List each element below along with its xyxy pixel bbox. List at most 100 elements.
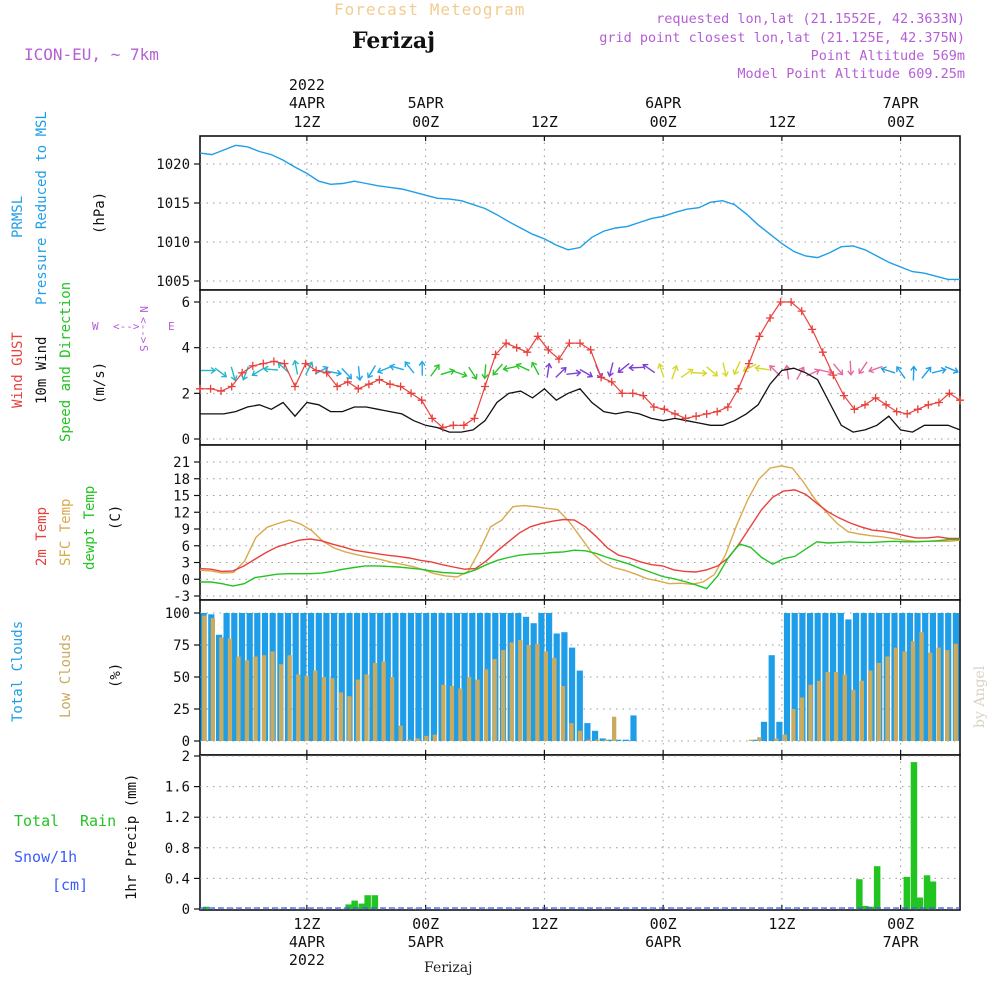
- precip-label-cm: [cm]: [52, 876, 88, 894]
- wind-direction-head: [502, 365, 509, 372]
- gust-marker: [512, 343, 521, 352]
- total-cloud-bar: [215, 634, 223, 741]
- wind-direction-head: [721, 371, 729, 378]
- wind-direction-head: [952, 367, 959, 374]
- wind-direction-arrow: [628, 364, 644, 372]
- low-cloud-bar: [244, 660, 250, 741]
- compass-e: E: [168, 320, 175, 333]
- rain-bar: [923, 875, 931, 909]
- gust-marker: [333, 382, 342, 391]
- top-tick-label: 7APR: [883, 94, 920, 112]
- gust-marker: [681, 414, 690, 423]
- wind-direction-arrow: [921, 366, 932, 379]
- wind-direction-arrow: [201, 366, 217, 375]
- clouds-ytick-label: 100: [165, 606, 190, 622]
- low-cloud-bar: [415, 738, 420, 741]
- low-cloud-bar: [791, 709, 796, 741]
- wind-direction-shaft: [341, 367, 352, 380]
- wind-direction-arrow: [931, 366, 947, 374]
- low-cloud-bar: [432, 734, 437, 741]
- total-cloud-bar: [615, 739, 622, 741]
- low-cloud-bar: [236, 656, 241, 741]
- wind-direction-arrow: [671, 364, 679, 380]
- temp-ytick-label: 15: [173, 489, 190, 505]
- clouds-panel: 0 25 50 75 100: [165, 599, 961, 756]
- rain-bar: [364, 895, 371, 909]
- low-cloud-bar: [569, 723, 574, 741]
- rain-bar: [351, 900, 358, 909]
- wind-direction-shaft: [314, 366, 328, 375]
- total-cloud-bar: [392, 613, 399, 741]
- wind-direction-arrow: [440, 368, 456, 376]
- clouds-ytick-label: 25: [173, 702, 190, 718]
- low-cloud-bar: [782, 734, 788, 741]
- wind-direction-arrow: [545, 362, 553, 378]
- bottom-tick-label: 00Z: [412, 915, 439, 933]
- rain-bar: [929, 881, 937, 909]
- wind-direction-arrow: [896, 366, 906, 379]
- low-cloud-bar: [321, 677, 326, 741]
- wind-direction-arrow: [230, 366, 238, 382]
- wind-direction-head: [404, 361, 411, 368]
- bottom-tick-label: 12Z: [531, 915, 558, 933]
- low-cloud-bar: [834, 671, 839, 741]
- wind-direction-arrow: [832, 363, 844, 376]
- low-cloud-bar: [902, 651, 907, 741]
- wind-direction-shaft: [818, 369, 833, 374]
- low-cloud-bar: [893, 647, 899, 741]
- wind-label-2: 10m Wind: [34, 337, 50, 404]
- low-cloud-bar: [261, 655, 267, 741]
- wind-direction-head: [221, 371, 228, 378]
- low-cloud-bar: [825, 671, 830, 741]
- total-cloud-bar: [476, 613, 484, 741]
- wind-direction-arrow: [617, 362, 630, 373]
- gust-marker: [491, 350, 500, 359]
- wind-ytick-label: 0: [182, 432, 190, 448]
- wind-direction-shaft: [921, 367, 932, 379]
- total-cloud-bar: [438, 613, 445, 741]
- total-cloud-bar: [553, 633, 560, 741]
- wind-direction-arrow: [389, 363, 404, 371]
- wind-speed-line: [200, 367, 961, 433]
- gust-marker: [227, 382, 236, 391]
- low-cloud-bar: [364, 674, 369, 741]
- low-cloud-bar: [552, 657, 557, 741]
- low-cloud-bar: [868, 670, 873, 741]
- point-altitude: Point Altitude 569m: [811, 48, 965, 64]
- rain-bar: [345, 904, 352, 909]
- wind-direction-arrow: [492, 363, 503, 376]
- total-cloud-bar: [569, 647, 576, 741]
- wind-ytick-label: 2: [182, 386, 190, 402]
- wind-direction-head: [356, 375, 364, 382]
- wind-direction-arrow: [796, 366, 805, 380]
- gust-marker: [903, 409, 912, 418]
- wind-direction-arrow: [214, 367, 228, 378]
- wind-direction-shaft: [440, 369, 455, 376]
- wind-direction-head: [910, 365, 918, 372]
- low-cloud-bar: [449, 686, 455, 741]
- top-tick-label: 12Z: [293, 113, 320, 131]
- wind-direction-shaft: [868, 365, 883, 372]
- total-cloud-bar: [323, 613, 330, 741]
- total-cloud-bar: [346, 613, 353, 741]
- low-cloud-bar: [928, 652, 933, 741]
- wind-direction-head: [769, 365, 776, 371]
- wind-direction-arrow: [944, 365, 959, 374]
- bottom-tick-label: 00Z: [887, 915, 914, 933]
- gust-marker: [702, 409, 711, 418]
- temp-ytick-label: -3: [173, 589, 190, 605]
- wind-direction-head: [701, 369, 708, 377]
- wind-direction-shaft: [390, 365, 404, 371]
- total-cloud-bar: [315, 613, 322, 741]
- wind-direction-head: [530, 361, 538, 368]
- low-cloud-bar: [757, 737, 762, 741]
- total-cloud-bar: [607, 739, 614, 741]
- wind-direction-head: [433, 363, 440, 370]
- wind-direction-arrow: [418, 360, 426, 376]
- wind-direction-shaft: [453, 370, 467, 377]
- pressure-ytick-label: 1010: [156, 235, 190, 251]
- wind-ytick-label: 4: [182, 341, 190, 357]
- wind-direction-head: [587, 371, 594, 378]
- grid-point-coords: grid point closest lon,lat (21.125E, 42.…: [599, 30, 965, 46]
- top-tick-label: 00Z: [650, 113, 677, 131]
